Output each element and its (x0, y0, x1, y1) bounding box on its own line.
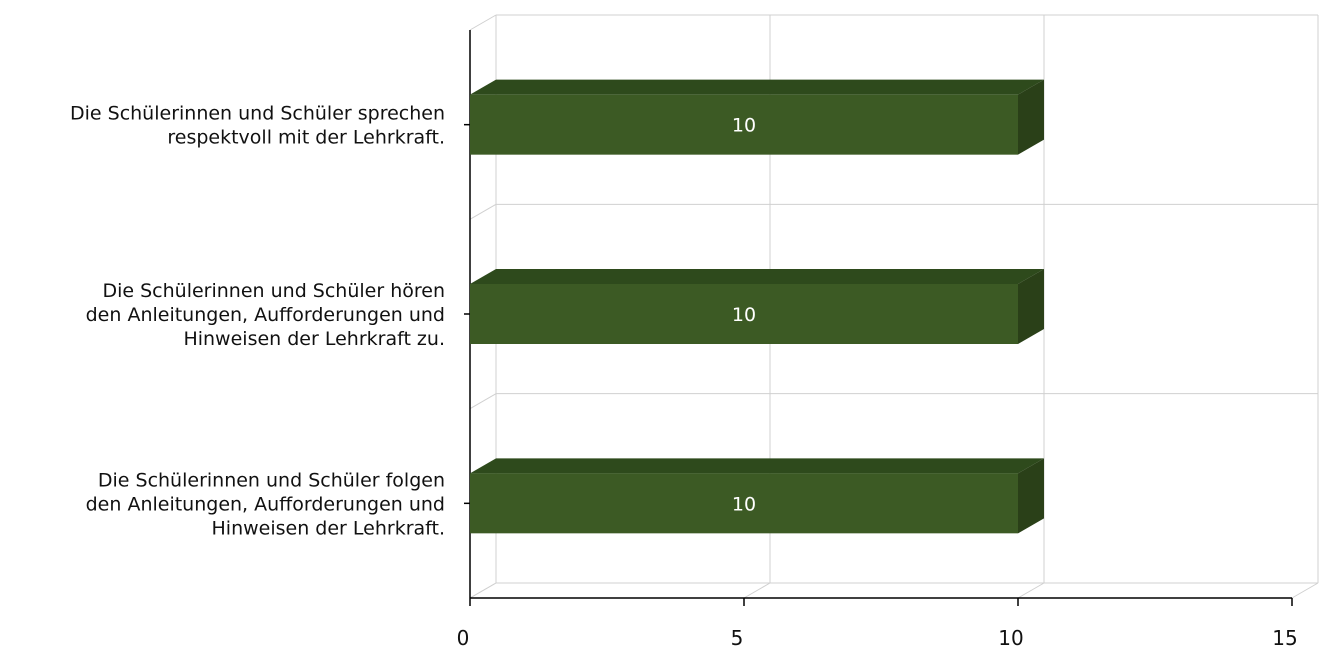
category-label: Die Schülerinnen und Schüler folgen den A… (86, 469, 445, 539)
category-label-line: den Anleitungen, Aufforderungen und (86, 304, 445, 326)
category-label-line: Die Schülerinnen und Schüler hören (102, 280, 445, 302)
bar-side-face (1018, 458, 1044, 534)
x-tick-label: 10 (998, 626, 1023, 650)
bar-data-label: 10 (732, 493, 756, 515)
x-tick-label: 0 (457, 626, 470, 650)
category-label-line: Die Schülerinnen und Schüler folgen (98, 469, 445, 491)
bar-side-face (1018, 79, 1044, 155)
category-label-line: respektvoll mit der Lehrkraft. (167, 127, 445, 149)
bar-top-face (470, 269, 1044, 284)
category-label: Die Schülerinnen und Schüler hören den An… (86, 280, 445, 350)
bar-top-face (470, 79, 1044, 95)
gridline-side-diagonal (469, 582, 497, 599)
labels-layer: 0 5 10 15 10 Die Schülerinnen und Schüler spr… (70, 103, 1298, 650)
bar-side-face (1018, 269, 1044, 344)
gridline-floor-diagonal (1017, 582, 1045, 599)
category-label-line: Hinweisen der Lehrkraft zu. (183, 328, 445, 350)
bar (470, 473, 1018, 534)
gridline-side-diagonal (469, 393, 497, 410)
category-label-line: Die Schülerinnen und Schüler sprechen (70, 103, 445, 125)
bar-data-label: 10 (732, 304, 756, 326)
gridline-side-diagonal (469, 14, 497, 31)
bar-data-label: 10 (732, 115, 756, 137)
bar (470, 284, 1018, 344)
category-label-line: den Anleitungen, Aufforderungen und (86, 493, 445, 515)
gridline-floor-diagonal (1291, 582, 1319, 599)
x-tick-label: 5 (731, 626, 744, 650)
bar (470, 94, 1018, 155)
gridline-floor-diagonal (743, 582, 771, 599)
gridline-side-diagonal (469, 203, 497, 220)
x-tick-label: 15 (1272, 626, 1297, 650)
category-label-line: Hinweisen der Lehrkraft. (212, 517, 445, 539)
bars-layer (470, 79, 1044, 534)
category-label: Die Schülerinnen und Schüler sprechen res… (70, 103, 445, 149)
bar-top-face (470, 458, 1044, 474)
